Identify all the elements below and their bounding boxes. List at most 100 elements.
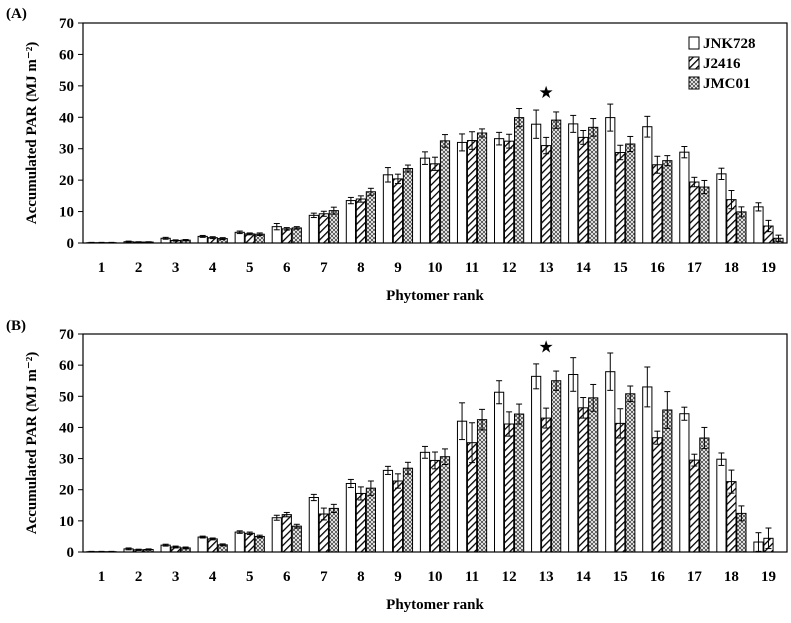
bar-j2416	[505, 141, 514, 243]
bar-j2416	[505, 424, 514, 552]
x-tick-label: 7	[320, 569, 328, 585]
bar-jmc01	[552, 381, 561, 552]
bar-j2416	[579, 408, 588, 552]
x-tick-label: 9	[394, 260, 402, 276]
bar-jnk728	[606, 118, 615, 243]
x-tick-label: 16	[650, 569, 666, 585]
bar-j2416	[393, 179, 402, 243]
y-tick-label: 30	[59, 142, 74, 158]
x-tick-label: 14	[576, 260, 592, 276]
bar-jnk728	[532, 376, 541, 552]
bar-jmc01	[292, 228, 301, 243]
bar-jnk728	[754, 207, 763, 243]
bar-jnk728	[272, 518, 281, 552]
x-tick-label: 10	[428, 569, 443, 585]
x-tick-label: 9	[394, 569, 402, 585]
bar-j2416	[542, 418, 551, 552]
y-tick-label: 10	[59, 205, 74, 221]
bar-jnk728	[346, 201, 355, 243]
x-tick-label: 11	[465, 260, 479, 276]
bar-j2416	[393, 481, 402, 552]
bar-jmc01	[589, 127, 598, 243]
bar-j2416	[319, 214, 328, 243]
y-tick-label: 50	[59, 79, 74, 95]
bar-jmc01	[663, 161, 672, 243]
x-tick-label: 17	[687, 569, 703, 585]
bar-jnk728	[532, 124, 541, 243]
bar-jnk728	[235, 532, 244, 552]
x-tick-label: 12	[502, 569, 517, 585]
bar-jmc01	[700, 187, 709, 243]
x-tick-label: 18	[724, 569, 739, 585]
chart-panel-a: (A)Accumulated PAR (MJ m⁻²)0102030405060…	[6, 6, 787, 304]
bar-j2416	[579, 137, 588, 243]
bar-jnk728	[569, 374, 578, 552]
bar-jmc01	[477, 133, 486, 243]
x-tick-label: 16	[650, 260, 666, 276]
panel-label: (B)	[6, 318, 26, 334]
x-tick-label: 19	[761, 260, 776, 276]
bar-jnk728	[717, 459, 726, 552]
x-tick-label: 1	[98, 569, 106, 585]
legend-label-jmc01: JMC01	[703, 76, 751, 92]
y-axis-title: Accumulated PAR (MJ m⁻²)	[24, 352, 40, 535]
bar-jnk728	[457, 142, 466, 243]
bar-jnk728	[495, 392, 504, 552]
bar-jnk728	[457, 421, 466, 552]
legend-swatch-j2416	[689, 57, 699, 69]
bar-jnk728	[309, 215, 318, 243]
bar-jnk728	[198, 537, 207, 552]
bar-jnk728	[717, 174, 726, 243]
y-tick-label: 20	[59, 173, 74, 189]
bar-j2416	[356, 199, 365, 243]
bar-jmc01	[440, 457, 449, 552]
x-tick-label: 5	[246, 569, 254, 585]
y-tick-label: 50	[59, 389, 74, 405]
bar-jnk728	[680, 414, 689, 552]
x-tick-label: 10	[428, 260, 443, 276]
bar-j2416	[690, 182, 699, 243]
bar-j2416	[616, 152, 625, 243]
x-tick-label: 8	[357, 260, 365, 276]
y-tick-label: 70	[59, 16, 74, 32]
y-tick-label: 70	[59, 327, 74, 343]
x-axis-title: Phytomer rank	[386, 597, 484, 613]
bar-j2416	[616, 423, 625, 552]
bar-jmc01	[552, 120, 561, 243]
bar-j2416	[282, 229, 291, 243]
bar-jmc01	[403, 468, 412, 552]
y-tick-label: 40	[59, 420, 74, 436]
x-tick-label: 13	[539, 260, 554, 276]
x-tick-label: 3	[172, 569, 180, 585]
bar-jnk728	[495, 139, 504, 243]
y-tick-label: 20	[59, 483, 74, 499]
x-tick-label: 11	[465, 569, 479, 585]
legend-swatch-jmc01	[689, 77, 699, 89]
bar-jmc01	[403, 169, 412, 243]
x-tick-label: 6	[283, 569, 291, 585]
bar-jnk728	[346, 483, 355, 552]
bar-j2416	[653, 438, 662, 552]
x-tick-label: 2	[135, 569, 143, 585]
y-axis-title: Accumulated PAR (MJ m⁻²)	[24, 42, 40, 225]
x-axis-title: Phytomer rank	[386, 288, 484, 304]
y-tick-label: 10	[59, 514, 74, 530]
bar-jmc01	[477, 420, 486, 552]
bar-jmc01	[366, 488, 375, 552]
significance-star: ★	[539, 83, 554, 102]
x-tick-label: 4	[209, 260, 217, 276]
bar-jmc01	[366, 192, 375, 243]
bar-jmc01	[440, 141, 449, 243]
x-tick-label: 4	[209, 569, 217, 585]
x-tick-label: 13	[539, 569, 554, 585]
bar-jnk728	[680, 152, 689, 243]
x-tick-label: 8	[357, 569, 365, 585]
bar-j2416	[356, 493, 365, 552]
bar-jmc01	[700, 438, 709, 552]
x-tick-label: 17	[687, 260, 703, 276]
bar-jmc01	[626, 394, 635, 552]
bar-j2416	[467, 141, 476, 243]
